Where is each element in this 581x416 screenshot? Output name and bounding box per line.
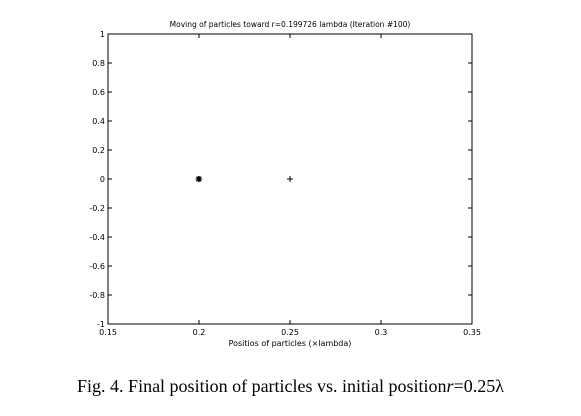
y-tick-label: 0.8 <box>92 59 105 68</box>
y-tick-label: -0.2 <box>89 204 105 213</box>
x-tick-label: 0.25 <box>281 328 299 337</box>
y-tick-label: 0 <box>100 175 105 184</box>
y-tick-label: -0.8 <box>89 291 105 300</box>
chart-title: Moving of particles toward r=0.199726 la… <box>170 20 411 29</box>
data-marks <box>195 176 293 182</box>
y-tick-label: 1 <box>100 30 105 39</box>
caption-prefix: Fig. 4. Final position of particles vs. … <box>77 376 447 396</box>
x-tick-label: 0.2 <box>193 328 206 337</box>
axis-ticks: 0.15 0.2 0.25 0.3 0.35 1 0.8 0.6 0.4 0.2 0 -0.2 -0.4… <box>89 30 481 337</box>
scatter-plot: 0.15 0.2 0.25 0.3 0.35 1 0.8 0.6 0.4 0.2 0 -0.2 -0.4… <box>89 20 481 348</box>
y-tick-label: 0.4 <box>92 117 105 126</box>
x-tick-label: 0.3 <box>375 328 388 337</box>
x-tick-label: 0.15 <box>99 328 117 337</box>
plus-marker <box>287 176 293 182</box>
y-tick-label: -1 <box>97 320 105 329</box>
x-tick-label: 0.35 <box>463 328 481 337</box>
y-tick-label: 0.2 <box>92 146 105 155</box>
y-tick-label: -0.4 <box>89 233 105 242</box>
asterisk-marker <box>196 176 203 182</box>
y-tick-label: -0.6 <box>89 262 105 271</box>
x-axis-label: Positios of particles (×lambda) <box>229 339 352 348</box>
caption-suffix: =0.25λ <box>453 376 504 396</box>
y-tick-label: 0.6 <box>92 88 105 97</box>
caption-variable: r <box>446 376 454 396</box>
figure-caption: Fig. 4. Final position of particles vs. … <box>0 376 581 397</box>
